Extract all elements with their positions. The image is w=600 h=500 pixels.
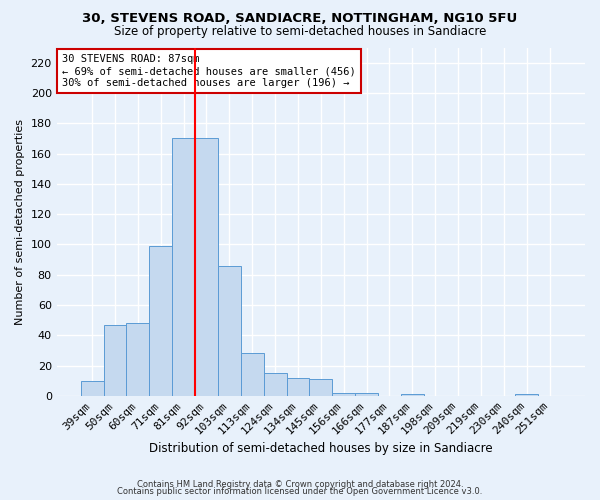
Bar — [195, 138, 218, 396]
Bar — [80, 380, 104, 396]
Text: Contains public sector information licensed under the Open Government Licence v3: Contains public sector information licen… — [118, 488, 482, 496]
X-axis label: Distribution of semi-detached houses by size in Sandiacre: Distribution of semi-detached houses by … — [149, 442, 493, 455]
Y-axis label: Number of semi-detached properties: Number of semi-detached properties — [15, 118, 25, 324]
Bar — [104, 324, 127, 396]
Bar — [241, 354, 263, 396]
Bar — [172, 138, 195, 396]
Text: 30 STEVENS ROAD: 87sqm
← 69% of semi-detached houses are smaller (456)
30% of se: 30 STEVENS ROAD: 87sqm ← 69% of semi-det… — [62, 54, 356, 88]
Bar — [218, 266, 241, 396]
Text: Size of property relative to semi-detached houses in Sandiacre: Size of property relative to semi-detach… — [114, 25, 486, 38]
Bar — [263, 373, 287, 396]
Text: 30, STEVENS ROAD, SANDIACRE, NOTTINGHAM, NG10 5FU: 30, STEVENS ROAD, SANDIACRE, NOTTINGHAM,… — [82, 12, 518, 26]
Bar — [127, 323, 149, 396]
Bar — [310, 379, 332, 396]
Bar — [355, 393, 378, 396]
Text: Contains HM Land Registry data © Crown copyright and database right 2024.: Contains HM Land Registry data © Crown c… — [137, 480, 463, 489]
Bar — [515, 394, 538, 396]
Bar — [287, 378, 310, 396]
Bar — [149, 246, 172, 396]
Bar — [332, 393, 355, 396]
Bar — [401, 394, 424, 396]
